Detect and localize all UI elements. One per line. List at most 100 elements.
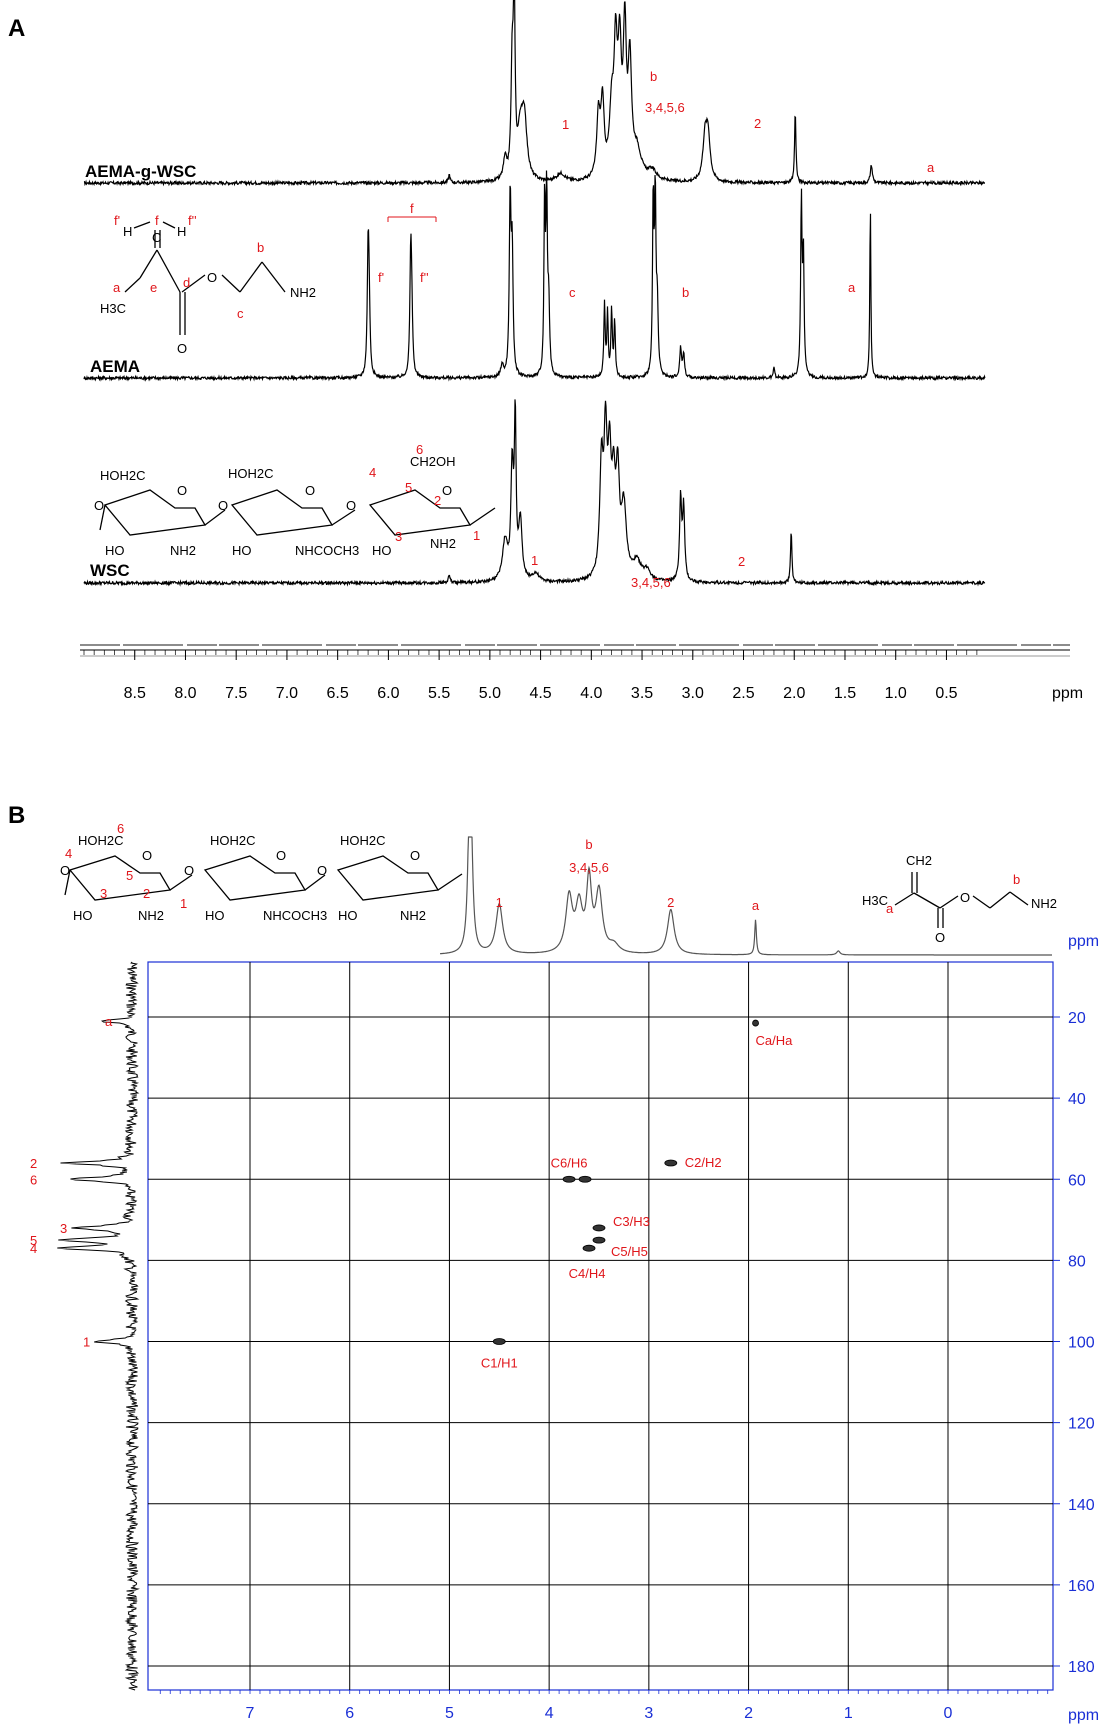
x-axis-ticks: 8.5 8.0 7.5 7.0 6.5 6.0 5.5 5.0 4.5 4.0 3.5 3.0 2.5 2…: [83, 650, 978, 702]
svg-text:b: b: [1013, 872, 1020, 887]
svg-text:4: 4: [369, 465, 376, 480]
panel-a-letter: A: [8, 15, 25, 42]
svg-text:O: O: [184, 863, 194, 878]
svg-text:6: 6: [117, 821, 124, 836]
annot-f-double-prime: f'': [420, 270, 429, 285]
svg-text:O: O: [177, 483, 187, 498]
hsqc-cross-peaks: Ca/Ha C2/H2 C6/H6 C3/H3 C5/H5 C4/H4 C1/H1: [481, 1019, 793, 1371]
carbon-label: 4: [30, 1241, 37, 1256]
svg-text:HO: HO: [232, 543, 252, 558]
svg-text:HO: HO: [372, 543, 392, 558]
aema-structure-a-labels: f' f f'' H C H a e d c b H3C O O NH2: [100, 213, 316, 356]
svg-text:O: O: [346, 498, 356, 513]
x-tick-label-b: 3: [644, 1705, 653, 1722]
x-tick-label: 2.0: [783, 685, 805, 702]
svg-text:C: C: [152, 230, 161, 245]
projection-peak-label: b: [585, 837, 592, 852]
cross-peak: [752, 1019, 759, 1027]
x-tick-label-b: 4: [545, 1705, 554, 1722]
svg-text:NH2: NH2: [1031, 896, 1057, 911]
x-tick-label: 8.5: [124, 685, 146, 702]
svg-text:H: H: [123, 224, 132, 239]
x-axis-unit-b: ppm: [1068, 1707, 1099, 1724]
cross-peak: [582, 1244, 596, 1252]
svg-text:O: O: [410, 848, 420, 863]
carbon-labels: a 26 3 54 1: [30, 1014, 113, 1349]
svg-text:f: f: [155, 213, 159, 228]
svg-text:2: 2: [434, 493, 441, 508]
aema-structure-b: [894, 872, 1029, 928]
svg-text:6: 6: [416, 442, 423, 457]
carbon-label: a: [105, 1014, 113, 1029]
svg-text:O: O: [207, 270, 217, 285]
hsqc-frame: [147, 961, 1054, 1691]
svg-text:HO: HO: [105, 543, 125, 558]
svg-text:H3C: H3C: [862, 893, 888, 908]
trace-label-aema: AEMA: [90, 357, 140, 376]
x-tick-label: 5.5: [428, 685, 450, 702]
cross-peak: [492, 1338, 506, 1345]
x-tick-label: 4.5: [529, 685, 551, 702]
x-tick-label-b: 1: [844, 1705, 853, 1722]
projection-peak-label: 1: [496, 895, 503, 910]
y-tick-label-b: 140: [1068, 1497, 1095, 1514]
x-tick-label: 3.5: [631, 685, 653, 702]
svg-text:O: O: [960, 890, 970, 905]
annot-h1-aema-g-wsc: 1: [562, 117, 569, 132]
cross-peak-label: C2/H2: [685, 1155, 722, 1170]
projection-peak-label: 2: [667, 895, 674, 910]
y-axis-unit: ppm: [1068, 933, 1099, 950]
annot-h2-aema-g-wsc: 2: [754, 116, 761, 131]
svg-text:O: O: [442, 483, 452, 498]
svg-text:HOH2C: HOH2C: [340, 833, 386, 848]
svg-text:3: 3: [100, 886, 107, 901]
svg-text:1: 1: [180, 896, 187, 911]
svg-text:O: O: [317, 863, 327, 878]
svg-text:5: 5: [405, 480, 412, 495]
y-tick-label-b: 120: [1068, 1416, 1095, 1433]
x-tick-label: 2.5: [732, 685, 754, 702]
y-tick-label-b: 100: [1068, 1335, 1095, 1352]
svg-text:HO: HO: [205, 908, 225, 923]
y-tick-label-b: 40: [1068, 1091, 1086, 1108]
y-tick-label-b: 180: [1068, 1659, 1095, 1676]
y-tick-label-b: 160: [1068, 1578, 1095, 1595]
x-tick-label-b: 7: [246, 1705, 255, 1722]
trace-wsc: [83, 399, 986, 587]
projection-peak-label: 3,4,5,6: [569, 860, 609, 875]
x-tick-label: 7.5: [225, 685, 247, 702]
svg-text:a: a: [113, 280, 121, 295]
x-tick-label-b: 6: [345, 1705, 354, 1722]
cross-peak: [592, 1236, 606, 1244]
svg-text:CH2OH: CH2OH: [410, 454, 456, 469]
cross-peak: [578, 1175, 592, 1183]
x-tick-label: 6.5: [327, 685, 349, 702]
x-tick-label: 3.0: [682, 685, 704, 702]
y-tick-label-b: 80: [1068, 1253, 1086, 1270]
hsqc-grid: [148, 962, 1053, 1690]
projection-1h: [440, 836, 1052, 956]
svg-text:c: c: [237, 306, 244, 321]
x-tick-label-b: 0: [944, 1705, 953, 1722]
wsc-structure-b: [64, 855, 463, 901]
svg-text:O: O: [177, 341, 187, 356]
svg-text:NH2: NH2: [170, 543, 196, 558]
svg-text:1: 1: [473, 528, 480, 543]
svg-text:NH2: NH2: [400, 908, 426, 923]
svg-text:NH2: NH2: [138, 908, 164, 923]
carbon-label: 2: [30, 1156, 37, 1171]
annot-c-aema: c: [569, 285, 576, 300]
svg-text:O: O: [142, 848, 152, 863]
x-tick-label-b: 5: [445, 1705, 454, 1722]
cross-peak-label: C4/H4: [569, 1266, 606, 1281]
wsc-structure-b-labels: HOH2C HOH2C HOH2C O O O O O O HO HO HO N…: [60, 821, 426, 923]
wsc-structure-a-labels: HOH2C HOH2C CH2OH O O O O O O HO HO HO N…: [94, 442, 480, 558]
carbon-label: 5: [30, 1233, 37, 1248]
cross-peak-label: C5/H5: [611, 1244, 648, 1259]
cross-peak: [562, 1175, 576, 1183]
hsqc-x-ticks: 7 6 5 4 3 2 1 0: [159, 1690, 1049, 1722]
x-tick-label: 4.0: [580, 685, 602, 702]
annot-f-prime: f': [378, 270, 384, 285]
